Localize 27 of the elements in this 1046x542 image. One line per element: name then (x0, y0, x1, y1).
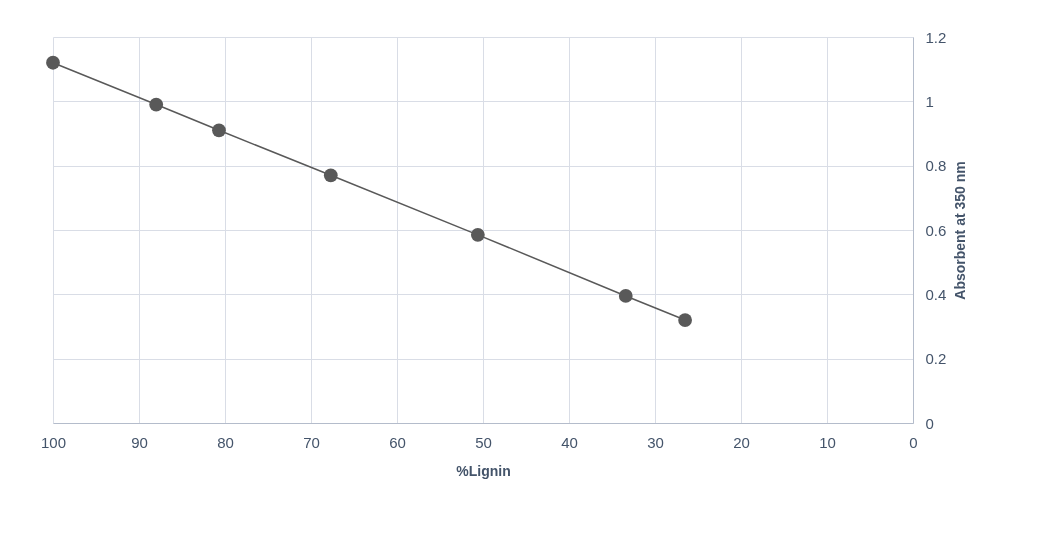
y-tick-label: 0.6 (925, 221, 947, 239)
x-axis-title: %Lignin (456, 462, 511, 479)
y-tick-label: 0.2 (925, 350, 947, 368)
x-tick-label: 10 (819, 433, 836, 451)
point (149, 97, 164, 112)
y-tick-label: 0.4 (925, 285, 947, 303)
point (46, 55, 60, 70)
y-axis-title: Absorbent at 350 nm (952, 161, 969, 300)
point (212, 123, 226, 138)
y-tick-label: 1.2 (925, 28, 947, 46)
point (323, 168, 338, 183)
x-tick-label: 0 (909, 433, 918, 451)
x-tick-label: 100 (40, 433, 67, 451)
y-tick-label: 0.8 (925, 157, 947, 175)
x-tick-label: 40 (561, 433, 578, 451)
x-tick-label: 90 (131, 433, 148, 451)
x-tick-label: 30 (647, 433, 664, 451)
y-tick-label: 0 (925, 414, 934, 432)
x-tick-label: 80 (217, 433, 234, 451)
point (470, 227, 485, 242)
x-tick-label: 70 (303, 433, 320, 451)
point (678, 313, 692, 327)
point (618, 289, 633, 303)
x-tick-label: 60 (389, 433, 406, 451)
y-tick-label: 1 (925, 92, 934, 110)
x-tick-label: 20 (733, 433, 750, 451)
x-tick-label: 50 (475, 433, 492, 451)
